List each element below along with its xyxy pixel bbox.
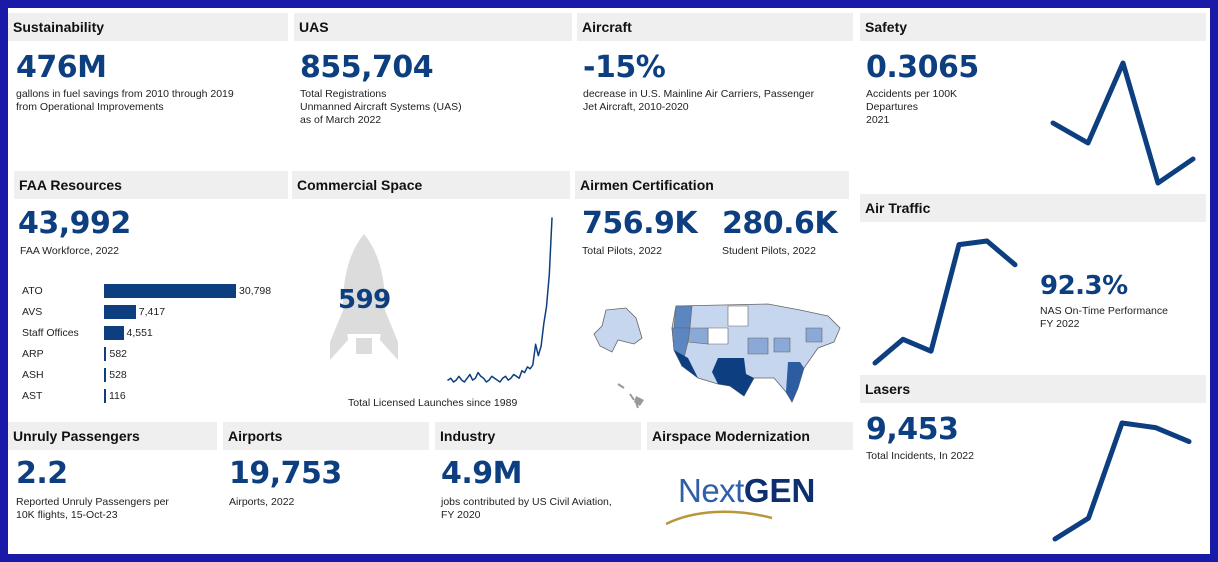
faa-resources-desc: FAA Workforce, 2022 [20,245,120,257]
series-line [1050,60,1196,186]
unruly-desc-1: Reported Unruly Passengers per [16,496,169,508]
uas-desc-1: Total Registrations [300,88,387,100]
bar [104,347,107,361]
aircraft-desc-1: decrease in U.S. Mainline Air Carriers, … [583,88,815,100]
lasers-desc: Total Incidents, In 2022 [866,450,974,462]
lasers-value: 9,453 [866,412,959,447]
bar [104,389,106,403]
bar-label: ATO [22,285,43,297]
airports-header: Airports [223,422,429,450]
bar-label: AVS [22,306,43,318]
safety-value: 0.3065 [866,50,979,85]
industry-desc-1: jobs contributed by US Civil Aviation, [441,496,612,508]
faa-resources-header: FAA Resources [14,171,288,199]
uas-desc-3: as of March 2022 [300,114,382,126]
unruly-desc-2: 10K flights, 15-Oct-23 [16,509,118,521]
students-value: 280.6K [722,206,838,241]
lasers-sparkline [1052,420,1192,542]
airmen-header: Airmen Certification [575,171,849,199]
uas-value: 855,704 [300,50,434,85]
uas-desc-2: Unmanned Aircraft Systems (UAS) [300,101,462,113]
aircraft-desc-2: Jet Aircraft, 2010-2020 [583,101,689,113]
unruly-value: 2.2 [16,456,68,491]
uas-header: UAS [294,13,572,41]
students-desc: Student Pilots, 2022 [722,245,816,257]
air-traffic-desc-1: NAS On-Time Performance [1040,305,1168,317]
series-line [447,217,553,383]
safety-desc-2: Departures [866,101,918,113]
sustainability-value: 476M [16,50,107,85]
bar-value: 116 [109,390,126,402]
bar [104,368,107,382]
bar-value: 7,417 [138,306,166,318]
bar-value: 582 [109,348,128,360]
bar-label: ARP [22,348,44,360]
industry-value: 4.9M [441,456,523,491]
us-map [593,303,841,409]
commercial-space-value: 599 [338,285,391,315]
pilots-desc: Total Pilots, 2022 [582,245,662,257]
sustainability-header: Sustainability [8,13,288,41]
safety-desc-1: Accidents per 100K [866,88,958,100]
aircraft-value: -15% [583,50,666,85]
safety-sparkline [1050,60,1196,186]
air-traffic-desc-2: FY 2022 [1040,318,1080,330]
bar-value: 528 [109,369,127,381]
airports-value: 19,753 [229,456,342,491]
aircraft-header: Aircraft [577,13,853,41]
air-traffic-sparkline [872,238,1018,366]
nextgen-swoosh [665,510,773,526]
commercial-space-header: Commercial Space [292,171,570,199]
airports-desc: Airports, 2022 [229,496,295,508]
series-line [872,238,1018,366]
industry-header: Industry [435,422,641,450]
launches-sparkline [447,217,553,383]
sustainability-desc-2: from Operational Improvements [16,101,164,113]
air-traffic-header: Air Traffic [860,194,1206,222]
rocket-icon [330,234,398,360]
bar [104,305,136,319]
sustainability-desc-1: gallons in fuel savings from 2010 throug… [16,88,234,100]
bar-label: Staff Offices [22,327,79,339]
airspace-header: Airspace Modernization [647,422,853,450]
unruly-header: Unruly Passengers [8,422,217,450]
commercial-space-desc: Total Licensed Launches since 1989 [348,397,518,409]
bar-label: AST [22,390,43,402]
series-line [1052,420,1192,542]
nextgen-logo-gen: GEN [743,472,816,509]
faa-resources-value: 43,992 [18,206,131,241]
lasers-header: Lasers [860,375,1206,403]
bar [104,284,236,298]
industry-desc-2: FY 2020 [441,509,481,521]
safety-header: Safety [860,13,1206,41]
bar-label: ASH [22,369,44,381]
bar-value: 4,551 [126,327,153,339]
nextgen-logo-next: Next [678,472,744,509]
faa-workforce-bar-chart: ATO 30,798 AVS 7,417 Staff Offices 4,551 ARP 58… [8,284,298,414]
pilots-value: 756.9K [582,206,698,241]
bar [104,326,124,340]
bar-value: 30,798 [239,285,272,297]
air-traffic-value: 92.3% [1040,271,1128,301]
dashboard-frame: Sustainability 476M gallons in fuel savi… [8,8,1210,554]
nextgen-logo: NextGEN [678,474,815,515]
safety-desc-3: 2021 [866,114,890,126]
